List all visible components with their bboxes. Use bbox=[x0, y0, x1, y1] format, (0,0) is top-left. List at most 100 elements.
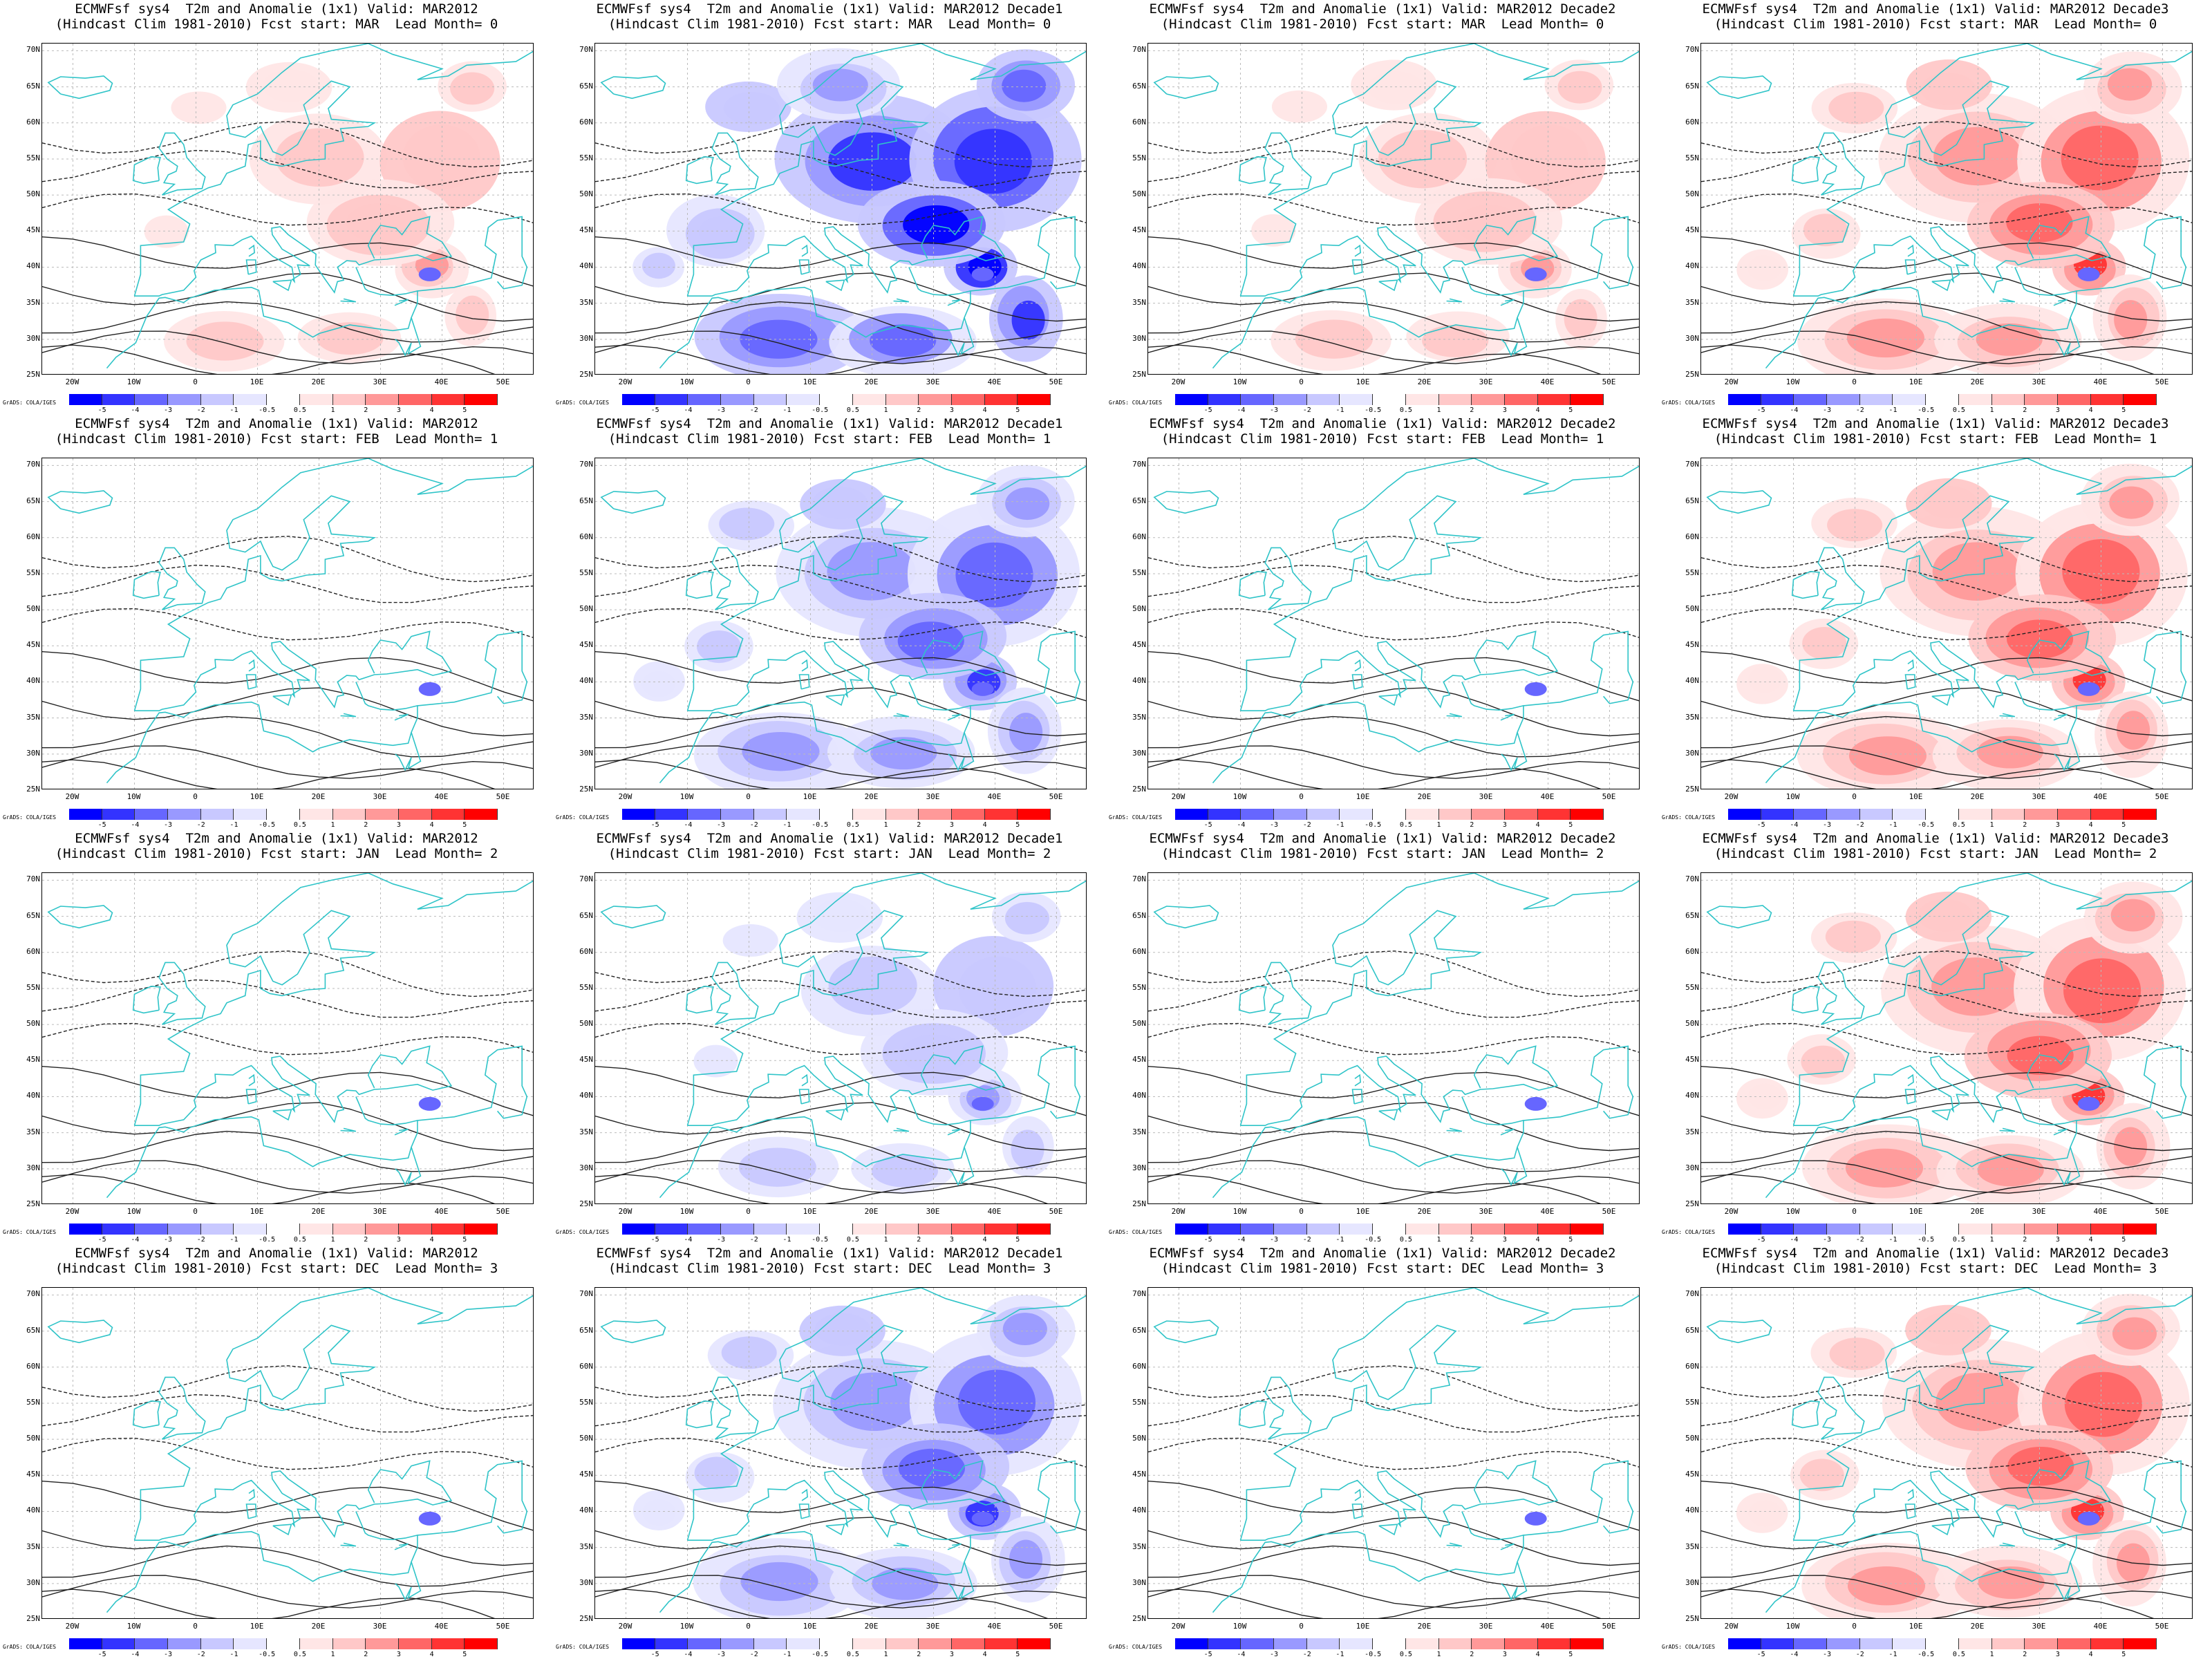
lat-tick-label: 45N bbox=[1132, 1055, 1146, 1065]
coastline bbox=[245, 1503, 257, 1519]
anomaly-contour-fill bbox=[813, 899, 869, 932]
lon-tick-label: 20E bbox=[311, 792, 326, 801]
colorbar-segment bbox=[465, 394, 498, 405]
coastline bbox=[133, 458, 533, 711]
lat-tick-label: 50N bbox=[1685, 604, 1699, 614]
colorbar-segment bbox=[2057, 1638, 2091, 1649]
colorbar-tick-label: 1 bbox=[330, 821, 335, 829]
isotherm-line bbox=[595, 1481, 1086, 1531]
coastline bbox=[947, 713, 962, 721]
lat-tick-label: 60N bbox=[1132, 117, 1146, 126]
lat-tick-label: 55N bbox=[579, 568, 593, 577]
lat-tick-label: 30N bbox=[579, 333, 593, 343]
lon-tick-label: 10W bbox=[1785, 1622, 1800, 1631]
isotherm-line bbox=[1701, 1437, 2192, 1470]
anomaly-contour-fill bbox=[1009, 1539, 1043, 1579]
colorbar-segment bbox=[753, 809, 787, 820]
colorbar-tick-label: -3 bbox=[1270, 821, 1279, 829]
anomaly-contour-fill bbox=[1251, 214, 1296, 247]
colorbar-tick-label: 1 bbox=[1436, 1236, 1441, 1244]
lat-tick-label: 45N bbox=[26, 1470, 40, 1479]
colorbar-segment bbox=[299, 394, 333, 405]
lat-tick-label: 25N bbox=[1132, 1199, 1146, 1208]
coastline bbox=[1792, 44, 2192, 297]
colorbar-tick-label: -0.5 bbox=[1365, 1236, 1382, 1244]
coastline bbox=[340, 1127, 357, 1132]
colorbar-tick-label: 3 bbox=[1502, 406, 1507, 414]
colorbar-segment bbox=[1571, 809, 1604, 820]
colorbar-tick-label: -2 bbox=[196, 1651, 205, 1658]
isotherm-line bbox=[595, 1437, 1086, 1470]
coastline bbox=[1931, 279, 1951, 292]
colorbar-segment bbox=[852, 1638, 886, 1649]
isotherm-line bbox=[595, 193, 1086, 226]
lat-tick-label: 35N bbox=[1132, 297, 1146, 307]
coastline bbox=[685, 985, 714, 1014]
lat-tick-label: 55N bbox=[579, 982, 593, 992]
colorbar-tick-label: -3 bbox=[1823, 1236, 1832, 1244]
anomaly-contour-fill bbox=[1848, 736, 1927, 776]
isotherm-line bbox=[42, 344, 496, 374]
lat-tick-label: 65N bbox=[579, 81, 593, 91]
isotherm-line bbox=[1701, 608, 2192, 641]
colorbar-segment bbox=[1306, 809, 1340, 820]
colorbar-segment bbox=[431, 394, 465, 405]
grads-credit: GrADS: COLA/IGES bbox=[1662, 1644, 1716, 1650]
lon-tick-label: 30E bbox=[1479, 377, 1493, 386]
isotherm-line bbox=[1701, 950, 2192, 997]
lat-tick-label: 70N bbox=[1132, 45, 1146, 55]
colorbar-segment bbox=[1859, 1224, 1893, 1235]
lat-tick-label: 65N bbox=[26, 81, 40, 91]
anomaly-contour-fill bbox=[719, 507, 775, 541]
colorbar-segment bbox=[1373, 394, 1406, 405]
lat-tick-label: 55N bbox=[1132, 568, 1146, 577]
colorbar bbox=[69, 809, 498, 820]
coastline bbox=[395, 1147, 422, 1186]
colorbar-tick-label: -2 bbox=[1302, 1236, 1311, 1244]
colorbar-tick-label: 2 bbox=[2023, 1651, 2027, 1658]
colorbar-tick-label: 4 bbox=[429, 406, 434, 414]
isotherm-line bbox=[595, 301, 1086, 343]
lat-tick-label: 50N bbox=[26, 1434, 40, 1443]
lat-tick-label: 25N bbox=[579, 785, 593, 794]
colorbar-tick-label: -0.5 bbox=[812, 1236, 829, 1244]
lon-tick-label: 20W bbox=[618, 1207, 632, 1216]
colorbar-tick-label: -4 bbox=[1790, 821, 1799, 829]
anomaly-contour-fill bbox=[1827, 509, 1883, 542]
colorbar-segment bbox=[332, 394, 366, 405]
lat-tick-label: 40N bbox=[1132, 676, 1146, 686]
anomaly-contour-fill bbox=[275, 128, 364, 187]
lat-tick-label: 25N bbox=[1685, 785, 1699, 794]
anomaly-contour-fill bbox=[955, 542, 1033, 608]
isotherm-line bbox=[1701, 1394, 2192, 1433]
lat-tick-label: 25N bbox=[1685, 370, 1699, 379]
isotherm-line bbox=[595, 121, 1086, 168]
isotherm-line bbox=[1148, 1022, 1639, 1056]
colorbar-segment bbox=[1827, 394, 1860, 405]
anomaly-contour-fill bbox=[2077, 682, 2100, 696]
lat-tick-label: 70N bbox=[579, 460, 593, 469]
coastline bbox=[1999, 1127, 2016, 1132]
panel-subtitle: (Hindcast Clim 1981-2010) Fcst start: DE… bbox=[55, 1261, 498, 1276]
lon-tick-label: 10W bbox=[1232, 1207, 1247, 1216]
lat-tick-label: 25N bbox=[579, 370, 593, 379]
anomaly-contour-fill bbox=[171, 91, 227, 124]
isotherm-line bbox=[595, 1365, 1086, 1412]
colorbar-segment bbox=[1373, 1638, 1406, 1649]
lon-tick-label: 50E bbox=[2155, 792, 2169, 801]
anomaly-contour-fill bbox=[1455, 205, 1522, 244]
isotherm-line bbox=[1701, 193, 2192, 226]
isotherm-line bbox=[1148, 1174, 1602, 1203]
colorbar-segment bbox=[1537, 809, 1571, 820]
isotherm-line bbox=[42, 236, 533, 287]
coastline bbox=[1904, 259, 1916, 275]
isotherm-line bbox=[42, 979, 533, 1018]
lon-tick-label: 50E bbox=[2155, 1207, 2169, 1216]
colorbar-tick-label: 1 bbox=[883, 1236, 888, 1244]
colorbar-tick-label: 4 bbox=[2088, 821, 2093, 829]
lon-tick-label: 0 bbox=[193, 792, 198, 801]
coastline bbox=[1907, 1074, 1914, 1087]
anomaly-contour-fill bbox=[957, 1369, 1036, 1435]
coastline bbox=[2054, 317, 2081, 357]
panel-subtitle: (Hindcast Clim 1981-2010) Fcst start: DE… bbox=[608, 1261, 1051, 1276]
